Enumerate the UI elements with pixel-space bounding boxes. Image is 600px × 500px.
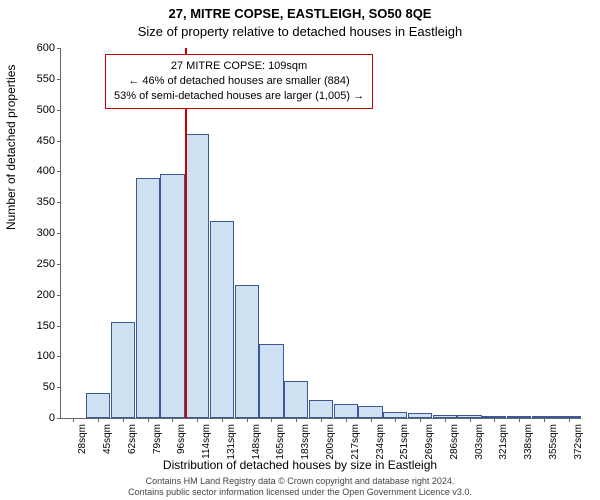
- x-tick-label: 114sqm: [201, 424, 212, 459]
- y-tick-mark: [57, 418, 61, 419]
- y-tick-mark: [57, 141, 61, 142]
- x-tick-mark: [519, 418, 520, 422]
- x-tick-mark: [544, 418, 545, 422]
- annotation-line: ← 46% of detached houses are smaller (88…: [114, 74, 364, 89]
- x-tick-mark: [148, 418, 149, 422]
- x-tick-label: 96sqm: [176, 424, 187, 454]
- x-tick-mark: [420, 418, 421, 422]
- x-tick-mark: [73, 418, 74, 422]
- x-tick-mark: [271, 418, 272, 422]
- annotation-line: 53% of semi-detached houses are larger (…: [114, 89, 364, 104]
- x-tick-label: 62sqm: [127, 424, 138, 454]
- histogram-bar: [235, 285, 259, 418]
- x-tick-label: 217sqm: [350, 424, 361, 460]
- x-tick-mark: [371, 418, 372, 422]
- x-tick-label: 303sqm: [474, 424, 485, 460]
- x-tick-mark: [470, 418, 471, 422]
- page-title-address: 27, MITRE COPSE, EASTLEIGH, SO50 8QE: [0, 6, 600, 21]
- y-tick-mark: [57, 202, 61, 203]
- footer-line-2: Contains public sector information licen…: [0, 487, 600, 498]
- y-tick-mark: [57, 79, 61, 80]
- y-tick-mark: [57, 110, 61, 111]
- x-tick-mark: [445, 418, 446, 422]
- y-tick-mark: [57, 326, 61, 327]
- histogram-bar: [86, 393, 110, 418]
- x-tick-label: 286sqm: [449, 424, 460, 460]
- x-tick-mark: [222, 418, 223, 422]
- x-tick-label: 200sqm: [325, 424, 336, 460]
- page-subtitle: Size of property relative to detached ho…: [0, 24, 600, 39]
- x-tick-label: 183sqm: [300, 424, 311, 460]
- histogram-bar: [259, 344, 283, 418]
- x-tick-mark: [172, 418, 173, 422]
- histogram-bar: [111, 322, 135, 418]
- y-axis-label: Number of detached properties: [4, 65, 18, 230]
- x-tick-label: 45sqm: [102, 424, 113, 454]
- x-tick-label: 372sqm: [573, 424, 584, 460]
- x-tick-mark: [395, 418, 396, 422]
- plot-area: 05010015020025030035040045050055060028sq…: [60, 48, 581, 419]
- x-tick-label: 165sqm: [275, 424, 286, 460]
- histogram-bar: [160, 174, 184, 418]
- x-tick-label: 355sqm: [548, 424, 559, 460]
- x-tick-mark: [98, 418, 99, 422]
- histogram-bar: [136, 178, 160, 419]
- annotation-box: 27 MITRE COPSE: 109sqm← 46% of detached …: [105, 54, 373, 109]
- histogram-bar: [358, 406, 382, 418]
- footer-attribution: Contains HM Land Registry data © Crown c…: [0, 474, 600, 500]
- x-tick-mark: [123, 418, 124, 422]
- x-tick-label: 321sqm: [498, 424, 509, 460]
- histogram-bar: [284, 381, 308, 418]
- y-tick-mark: [57, 387, 61, 388]
- x-tick-mark: [569, 418, 570, 422]
- x-tick-mark: [197, 418, 198, 422]
- histogram-bar: [334, 404, 358, 418]
- histogram-bar: [309, 400, 333, 419]
- y-tick-mark: [57, 48, 61, 49]
- x-tick-mark: [346, 418, 347, 422]
- x-tick-label: 251sqm: [399, 424, 410, 460]
- x-tick-label: 269sqm: [424, 424, 435, 460]
- x-tick-label: 79sqm: [152, 424, 163, 454]
- x-tick-mark: [494, 418, 495, 422]
- x-tick-label: 131sqm: [226, 424, 237, 460]
- histogram-bar: [185, 134, 209, 418]
- x-tick-label: 148sqm: [251, 424, 262, 460]
- footer-line-1: Contains HM Land Registry data © Crown c…: [0, 476, 600, 487]
- y-tick-mark: [57, 171, 61, 172]
- annotation-line: 27 MITRE COPSE: 109sqm: [114, 59, 364, 74]
- x-tick-mark: [247, 418, 248, 422]
- x-tick-mark: [321, 418, 322, 422]
- histogram-bar: [210, 221, 234, 418]
- x-tick-label: 338sqm: [523, 424, 534, 460]
- y-tick-mark: [57, 264, 61, 265]
- x-tick-label: 234sqm: [375, 424, 386, 460]
- x-axis-label: Distribution of detached houses by size …: [0, 458, 600, 472]
- y-tick-mark: [57, 295, 61, 296]
- y-tick-mark: [57, 233, 61, 234]
- x-tick-label: 28sqm: [77, 424, 88, 454]
- chart-container: 27, MITRE COPSE, EASTLEIGH, SO50 8QE Siz…: [0, 0, 600, 500]
- x-tick-mark: [296, 418, 297, 422]
- y-tick-mark: [57, 356, 61, 357]
